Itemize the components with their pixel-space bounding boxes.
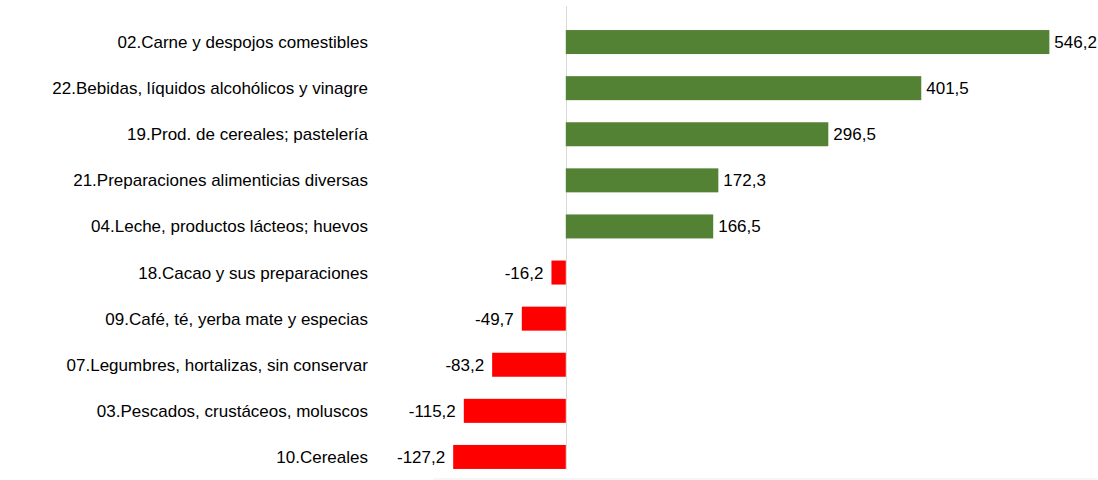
- bar: [464, 399, 566, 423]
- category-label: 09.Café, té, yerba mate y especias: [105, 310, 368, 329]
- category-label: 21.Preparaciones alimenticias diversas: [73, 171, 368, 190]
- bar: [522, 307, 566, 331]
- data-label: 166,5: [718, 217, 761, 236]
- category-label: 02.Carne y despojos comestibles: [118, 33, 368, 52]
- data-label: -16,2: [505, 264, 544, 283]
- bar: [492, 353, 566, 377]
- category-label: 07.Legumbres, hortalizas, sin conservar: [67, 356, 369, 375]
- chart: 02.Carne y despojos comestibles 22.Bebida…: [0, 0, 1098, 480]
- data-label: -49,7: [475, 310, 514, 329]
- category-label: 03.Pescados, crustáceos, moluscos: [97, 402, 368, 421]
- data-label: 172,3: [723, 171, 766, 190]
- bar: [566, 214, 713, 238]
- bar: [453, 445, 566, 469]
- bar: [566, 30, 1050, 54]
- data-label: -83,2: [445, 356, 484, 375]
- data-label: 296,5: [833, 125, 876, 144]
- category-label: 22.Bebidas, líquidos alcohólicos y vinag…: [52, 79, 368, 98]
- data-label: -127,2: [397, 448, 445, 467]
- bar: [551, 261, 565, 285]
- data-label: 401,5: [926, 79, 969, 98]
- bar: [566, 168, 719, 192]
- x-axis-line: [433, 479, 1097, 480]
- category-label: 10.Cereales: [276, 448, 368, 467]
- data-label: -115,2: [409, 402, 456, 421]
- category-label: 18.Cacao y sus preparaciones: [138, 264, 368, 283]
- bars: [453, 30, 1049, 469]
- bar: [566, 122, 829, 146]
- category-label: 19.Prod. de cereales; pastelería: [127, 125, 369, 144]
- bar: [566, 76, 921, 100]
- category-label: 04.Leche, productos lácteos; huevos: [91, 217, 368, 236]
- data-label: 546,2: [1054, 33, 1097, 52]
